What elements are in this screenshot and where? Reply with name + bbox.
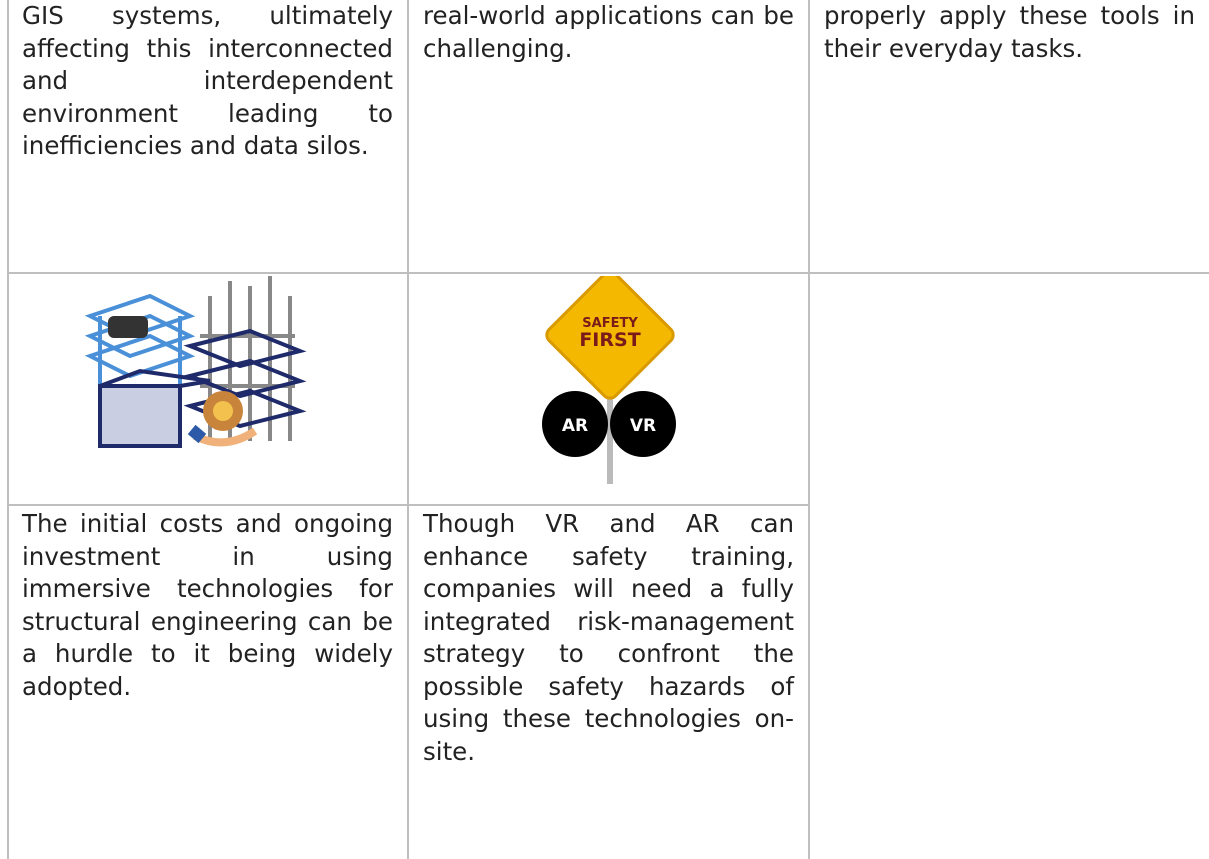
cell-text: real-world applications can be challengi… [423, 1, 794, 63]
border [7, 272, 1209, 274]
cell-text: GIS systems, ultimately affecting this i… [22, 1, 393, 160]
cell-text: properly apply these tools in their ever… [824, 1, 1195, 63]
sign-text: SAFETY [582, 316, 638, 331]
badge-text: VR [630, 416, 656, 436]
badge-text: AR [562, 416, 588, 436]
border [7, 504, 810, 506]
construction-image [84, 276, 307, 448]
cell-text: Though VR and AR can enhance safety trai… [423, 509, 794, 766]
border [7, 0, 9, 859]
border [808, 0, 810, 859]
border [407, 0, 409, 859]
sign-text: FIRST [579, 329, 640, 351]
cell-text: The initial costs and ongoing investment… [22, 509, 393, 701]
safety-image: SAFETY FIRST AR VR [542, 276, 676, 484]
